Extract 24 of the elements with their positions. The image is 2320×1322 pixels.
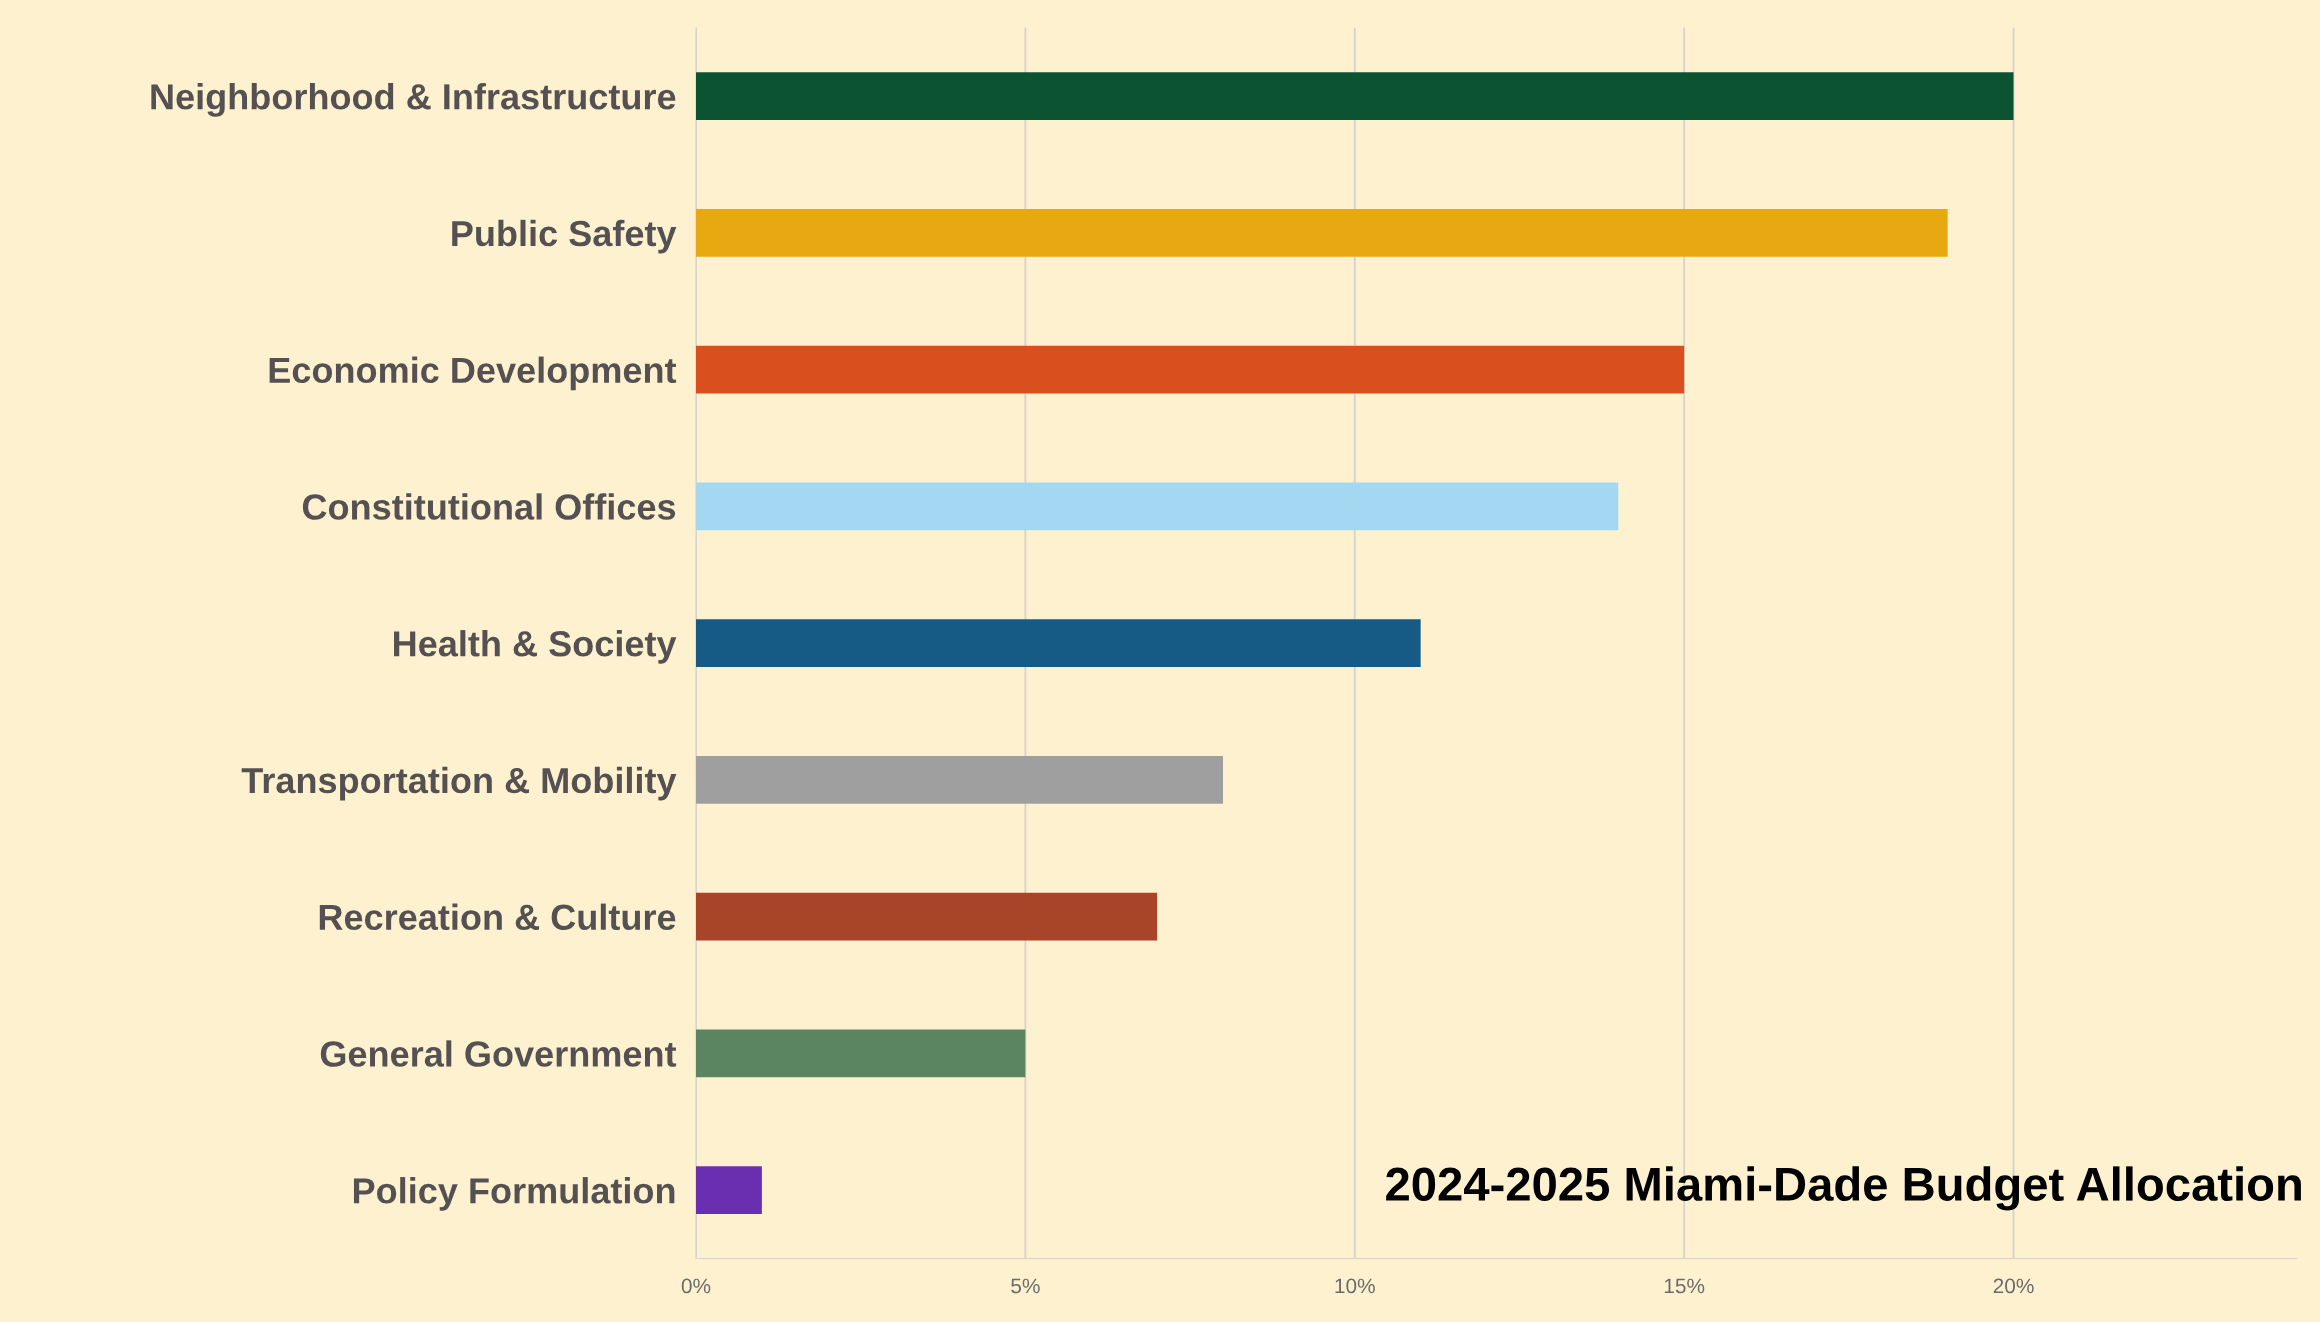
bar — [696, 755, 1224, 804]
bar — [696, 892, 1158, 941]
x-tick-label: 10% — [1335, 1278, 1375, 1294]
x-tick-label: 0% — [681, 1278, 711, 1294]
y-tick-label: Constitutional Offices — [302, 493, 676, 520]
y-tick-label: Economic Development — [269, 356, 677, 391]
bar — [696, 619, 1421, 668]
y-tick-label: Public Safety — [452, 219, 677, 254]
bar — [696, 482, 1619, 531]
x-tick-label: 20% — [1993, 1278, 2034, 1294]
y-tick-label: General Government — [320, 1040, 677, 1067]
x-tick-label: 15% — [1664, 1278, 1705, 1294]
text: 2024-2025 Miami-Dade Budget Allocation — [1386, 1166, 2301, 1211]
y-tick-label: Neighborhood & Infrastructure — [151, 83, 676, 117]
y-tick-label: Health & Society — [394, 630, 677, 664]
bar — [696, 345, 1685, 394]
bar — [696, 1029, 1026, 1078]
bar — [696, 1166, 762, 1215]
y-tick-label: Transportation & Mobility — [241, 766, 677, 801]
bar — [696, 208, 1948, 257]
x-tick-label: 5% — [1011, 1278, 1040, 1294]
y-tick-label: Recreation & Culture — [319, 903, 676, 931]
bar — [696, 72, 2014, 121]
y-tick-label: Policy Formulation — [353, 1177, 675, 1211]
